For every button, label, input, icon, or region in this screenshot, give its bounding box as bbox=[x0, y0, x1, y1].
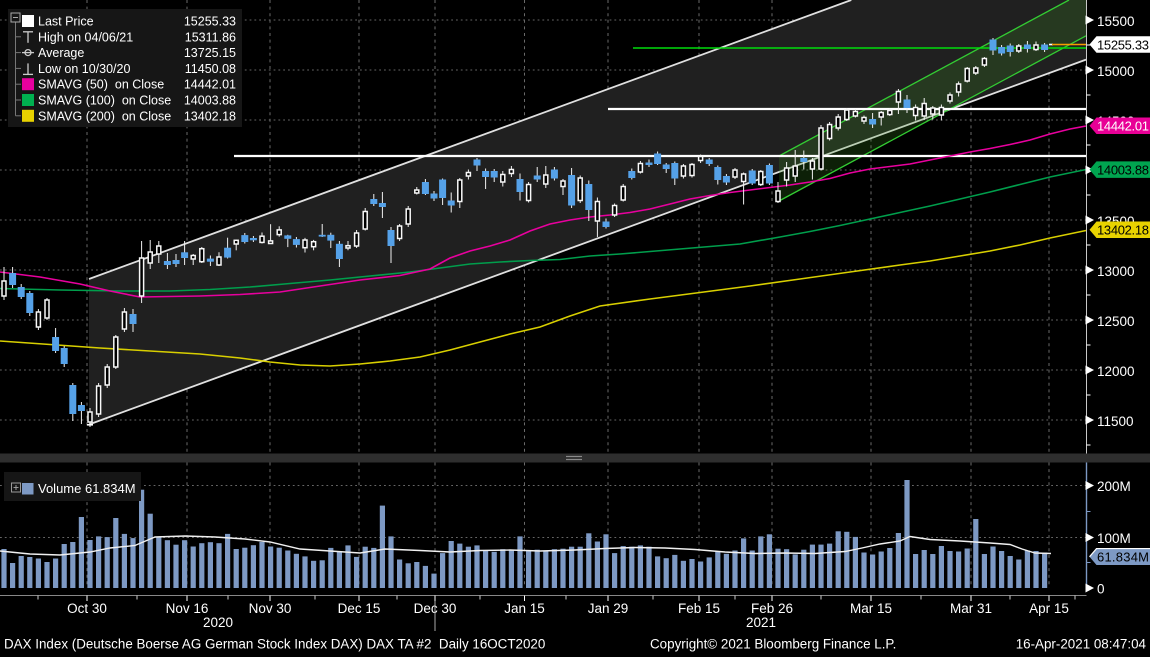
svg-text:SMAVG (50) on Close: SMAVG (50) on Close bbox=[38, 78, 164, 92]
svg-text:Jan 29: Jan 29 bbox=[588, 601, 629, 616]
svg-text:2021: 2021 bbox=[746, 615, 776, 630]
svg-text:Low on 10/30/20: Low on 10/30/20 bbox=[38, 62, 130, 76]
svg-text:12000: 12000 bbox=[1097, 364, 1135, 379]
svg-text:SMAVG (100) on Close: SMAVG (100) on Close bbox=[38, 94, 171, 108]
svg-text:SMAVG (200) on Close: SMAVG (200) on Close bbox=[38, 109, 171, 123]
svg-text:12500: 12500 bbox=[1097, 314, 1135, 329]
svg-text:0: 0 bbox=[1097, 582, 1105, 597]
svg-text:Feb 26: Feb 26 bbox=[751, 601, 793, 616]
svg-text:Mar 15: Mar 15 bbox=[850, 601, 892, 616]
svg-text:11450.08: 11450.08 bbox=[185, 62, 236, 76]
svg-text:Jan 15: Jan 15 bbox=[504, 601, 545, 616]
svg-text:11500: 11500 bbox=[1097, 414, 1134, 429]
svg-text:15311.86: 15311.86 bbox=[185, 30, 236, 44]
svg-text:DAX Index (Deutsche Boerse AG: DAX Index (Deutsche Boerse AG German Sto… bbox=[4, 637, 545, 652]
svg-text:61.834M: 61.834M bbox=[1097, 550, 1149, 565]
svg-text:14442.01: 14442.01 bbox=[184, 78, 236, 92]
svg-text:14442.01: 14442.01 bbox=[1097, 119, 1149, 134]
svg-text:Nov 30: Nov 30 bbox=[249, 601, 292, 616]
svg-text:15255.33: 15255.33 bbox=[184, 15, 236, 29]
svg-text:Average: Average bbox=[38, 46, 84, 60]
svg-text:Copyright© 2021 Bloomberg Fina: Copyright© 2021 Bloomberg Finance L.P. bbox=[650, 637, 896, 652]
svg-text:Oct 30: Oct 30 bbox=[67, 601, 107, 616]
svg-text:15500: 15500 bbox=[1097, 14, 1135, 29]
svg-text:2020: 2020 bbox=[203, 615, 233, 630]
svg-text:16-Apr-2021 08:47:04: 16-Apr-2021 08:47:04 bbox=[1016, 637, 1147, 652]
svg-text:14003.88: 14003.88 bbox=[184, 94, 236, 108]
svg-text:13725.15: 13725.15 bbox=[184, 46, 236, 60]
svg-text:Feb 15: Feb 15 bbox=[678, 601, 720, 616]
svg-text:Nov 16: Nov 16 bbox=[166, 601, 209, 616]
svg-text:15000: 15000 bbox=[1097, 64, 1135, 79]
svg-text:13402.18: 13402.18 bbox=[184, 109, 236, 123]
svg-text:Dec 15: Dec 15 bbox=[338, 601, 381, 616]
svg-text:15255.33: 15255.33 bbox=[1097, 37, 1149, 52]
svg-text:Mar 31: Mar 31 bbox=[950, 601, 992, 616]
svg-text:13000: 13000 bbox=[1097, 264, 1135, 279]
svg-text:100M: 100M bbox=[1097, 531, 1131, 546]
svg-text:13402.18: 13402.18 bbox=[1097, 223, 1149, 238]
svg-text:Volume 61.834M: Volume 61.834M bbox=[38, 481, 136, 496]
svg-text:Apr 15: Apr 15 bbox=[1029, 601, 1069, 616]
svg-text:14003.88: 14003.88 bbox=[1097, 162, 1149, 177]
svg-text:200M: 200M bbox=[1097, 479, 1131, 494]
svg-text:Last Price: Last Price bbox=[38, 15, 94, 29]
svg-text:High on 04/06/21: High on 04/06/21 bbox=[38, 30, 133, 44]
